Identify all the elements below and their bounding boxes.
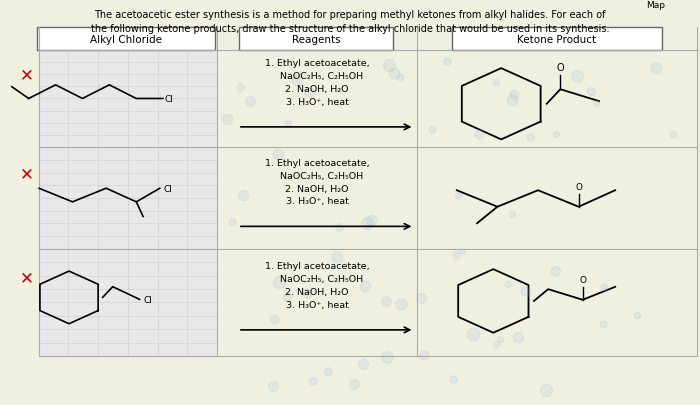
Text: The acetoacetic ester synthesis is a method for preparing methyl ketones from al: The acetoacetic ester synthesis is a met… [91, 10, 609, 34]
Text: Reagents: Reagents [292, 34, 341, 45]
Bar [38, 148, 217, 249]
Text: ✕: ✕ [20, 66, 34, 84]
Bar [239, 28, 393, 51]
Text: 1. Ethyl acetoacetate,
   NaOC₂H₅, C₂H₅OH
2. NaOH, H₂O
3. H₃O⁺, heat: 1. Ethyl acetoacetate, NaOC₂H₅, C₂H₅OH 2… [265, 262, 370, 309]
Bar [38, 249, 217, 356]
Text: Cl: Cl [164, 95, 174, 104]
Text: Cl: Cl [143, 295, 152, 304]
Text: ✕: ✕ [20, 269, 34, 286]
Text: O: O [556, 63, 564, 73]
Text: ✕: ✕ [20, 165, 34, 183]
Text: Ketone Product: Ketone Product [517, 34, 596, 45]
Bar [452, 28, 662, 51]
Text: 1. Ethyl acetoacetate,
   NaOC₂H₅, C₂H₅OH
2. NaOH, H₂O
3. H₃O⁺, heat: 1. Ethyl acetoacetate, NaOC₂H₅, C₂H₅OH 2… [265, 59, 370, 107]
Text: 1. Ethyl acetoacetate,
   NaOC₂H₅, C₂H₅OH
2. NaOH, H₂O
3. H₃O⁺, heat: 1. Ethyl acetoacetate, NaOC₂H₅, C₂H₅OH 2… [265, 158, 370, 206]
Text: Alkyl Chloride: Alkyl Chloride [90, 34, 162, 45]
Bar [36, 28, 216, 51]
Bar [38, 51, 217, 148]
Text: O: O [579, 276, 586, 285]
Text: Map: Map [646, 1, 665, 10]
Text: O: O [575, 183, 582, 192]
Text: Cl: Cl [163, 184, 172, 193]
